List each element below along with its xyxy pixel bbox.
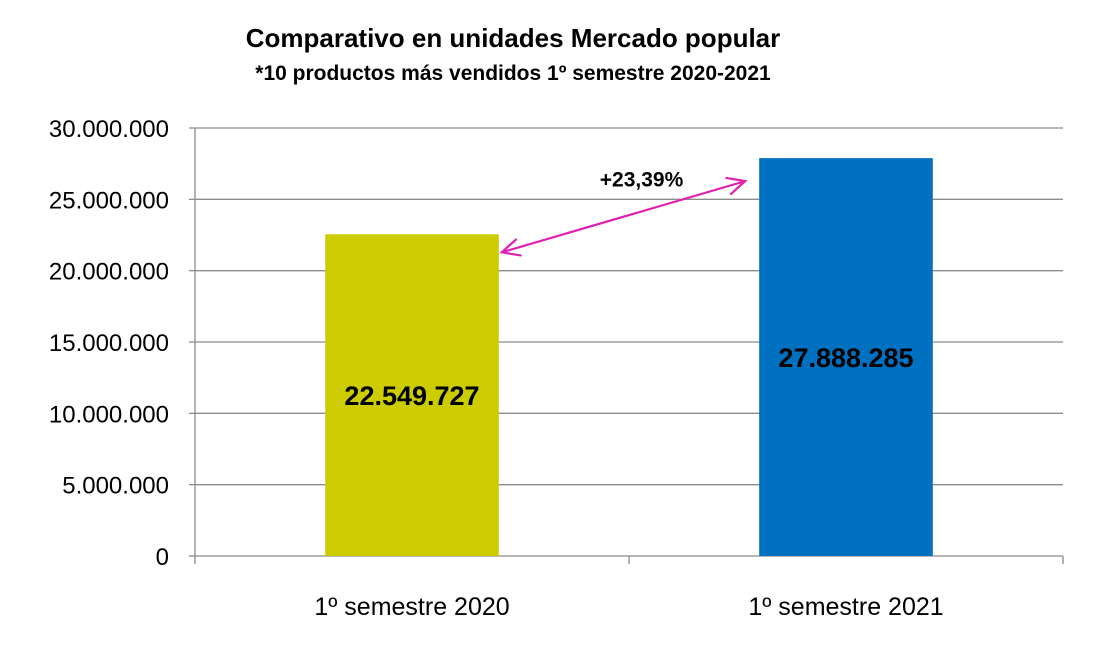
chart-subtitle: *10 productos más vendidos 1º semestre 2… [255,62,771,85]
y-tick-label: 20.000.000 [49,259,169,286]
x-tick-label: 1º semestre 2020 [314,593,509,621]
y-tick-label: 0 [156,544,169,571]
bar [325,234,499,556]
chart-title: Comparativo en unidades Mercado popular [246,23,781,53]
percent-change-label: +23,39% [600,169,684,192]
bars [325,158,933,556]
arrowhead [499,238,522,257]
x-tick-label: 1º semestre 2021 [748,593,943,621]
annotation-arrow [501,180,746,254]
labels: 0 5.000.000 10.000.000 15.000.000 20.000.000… [49,116,944,621]
y-tick-label: 25.000.000 [49,187,169,214]
y-tick-label: 5.000.000 [62,473,169,500]
bar [759,158,933,556]
y-tick-label: 30.000.000 [49,116,169,143]
data-label: 27.888.285 [778,343,913,373]
arrowhead [725,176,748,196]
y-tick-label: 10.000.000 [49,401,169,428]
annotation: +23,39% [499,169,748,257]
data-label: 22.549.727 [344,381,479,411]
y-tick-label: 15.000.000 [49,330,169,357]
